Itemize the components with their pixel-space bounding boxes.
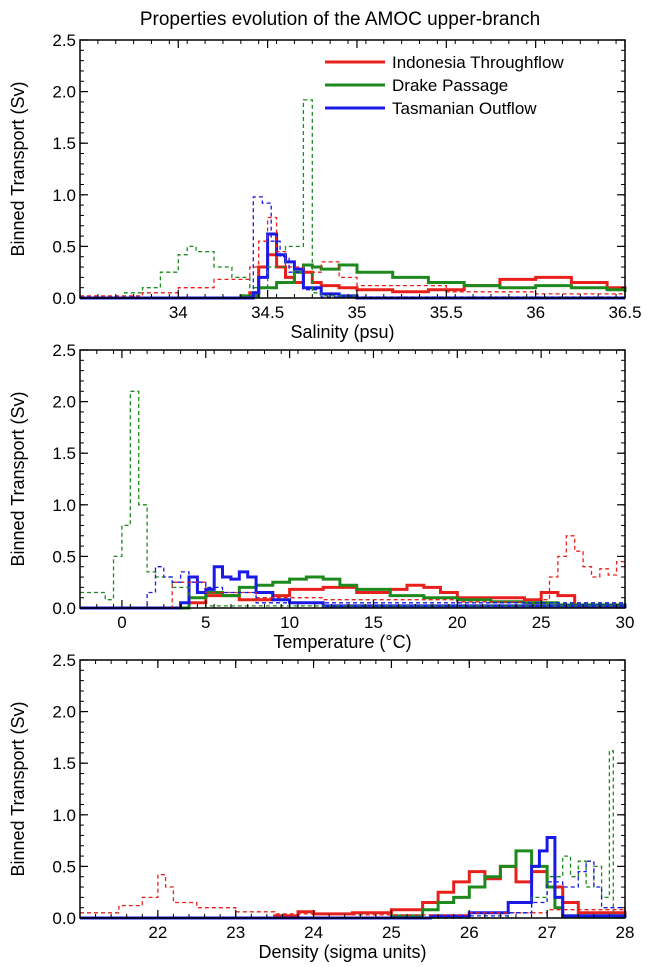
legend: Indonesia Throughflow Drake Passage Tasman… <box>325 53 564 118</box>
density-xtick-label: 22 <box>148 923 167 942</box>
salinity-axes-frame <box>79 39 626 299</box>
temperature-xtick-label: 10 <box>280 613 299 632</box>
density-ytick-label: 1.0 <box>52 806 76 825</box>
temperature-xlabel: Temperature (°C) <box>273 632 411 652</box>
salinity-ytick-label: 2.0 <box>52 83 76 102</box>
temperature-ytick-label: 2.5 <box>52 341 76 360</box>
density-xtick-label: 26 <box>460 923 479 942</box>
density-xtick-label: 28 <box>616 923 635 942</box>
salinity-ytick-label: 2.5 <box>52 31 76 50</box>
density-ytick-label: 0.0 <box>52 909 76 928</box>
salinity-ytick-label: 0.0 <box>52 289 76 308</box>
temperature-axes-frame <box>79 349 626 609</box>
salinity-ytick-label: 0.5 <box>52 237 76 256</box>
temperature-xtick-label: 0 <box>117 613 126 632</box>
salinity-ylabel: Binned Transport (Sv) <box>8 81 28 256</box>
salinity-xtick-label: 35 <box>348 303 367 322</box>
salinity-panel: 34 34.5 35 35.5 36 36.5 0.0 0.5 1.0 1.5 2.0 2.5 Sali… <box>8 31 642 342</box>
density-series-drake-dashed <box>80 750 625 919</box>
salinity-xtick-label: 36 <box>526 303 545 322</box>
salinity-xtick-label: 35.5 <box>430 303 463 322</box>
figure-title: Properties evolution of the AMOC upper-b… <box>140 9 540 30</box>
temperature-xtick-label: 30 <box>616 613 635 632</box>
temperature-xtick-label: 25 <box>532 613 551 632</box>
salinity-series-tasmanian-dashed <box>80 196 626 299</box>
density-xlabel: Density (sigma units) <box>258 942 426 962</box>
temperature-series-indonesia-dashed <box>80 535 626 609</box>
temperature-ylabel: Binned Transport (Sv) <box>8 391 28 566</box>
density-xtick-label: 27 <box>538 923 557 942</box>
legend-label-drake: Drake Passage <box>392 76 508 95</box>
density-xtick-label: 23 <box>226 923 245 942</box>
density-ylabel: Binned Transport (Sv) <box>8 701 28 876</box>
salinity-xtick-label: 36.5 <box>608 303 641 322</box>
temperature-xtick-label: 5 <box>201 613 210 632</box>
salinity-series-tasmanian-solid <box>80 232 625 300</box>
density-series-tasmanian-dashed <box>80 860 626 919</box>
density-ytick-label: 2.5 <box>52 651 76 670</box>
density-axes-frame <box>79 659 626 919</box>
salinity-ytick-label: 1.5 <box>52 134 76 153</box>
density-xtick-label: 24 <box>304 923 323 942</box>
temperature-ytick-label: 0.5 <box>52 547 76 566</box>
temperature-xtick-label: 20 <box>448 613 467 632</box>
salinity-xtick-label: 34.5 <box>251 303 284 322</box>
temperature-ytick-label: 0.0 <box>52 599 76 618</box>
temperature-series-drake-dashed <box>80 390 626 608</box>
salinity-series-indonesia-solid <box>80 253 627 300</box>
salinity-xlabel: Salinity (psu) <box>290 322 394 342</box>
density-series-tasmanian-solid <box>80 836 627 920</box>
temperature-series-indonesia-solid <box>80 583 627 610</box>
legend-label-tasmanian: Tasmanian Outflow <box>392 99 537 118</box>
density-series-drake-solid <box>80 849 627 920</box>
salinity-series-indonesia-dashed <box>80 216 626 297</box>
density-panel: 22 23 24 25 26 27 28 0.0 0.5 1.0 1.5 2.0 2.5 Density … <box>8 651 634 962</box>
salinity-series-drake-dashed <box>80 99 625 299</box>
salinity-xtick-label: 34 <box>169 303 188 322</box>
legend-label-indonesia: Indonesia Throughflow <box>392 53 564 72</box>
salinity-ytick-label: 1.0 <box>52 186 76 205</box>
salinity-series-drake-solid <box>80 263 627 300</box>
temperature-ytick-label: 1.5 <box>52 444 76 463</box>
temperature-ytick-label: 1.0 <box>52 496 76 515</box>
density-xtick-label: 25 <box>382 923 401 942</box>
density-ytick-label: 0.5 <box>52 857 76 876</box>
density-ytick-label: 1.5 <box>52 754 76 773</box>
temperature-ytick-label: 2.0 <box>52 393 76 412</box>
density-ytick-label: 2.0 <box>52 703 76 722</box>
temperature-panel: 0 5 10 15 20 25 30 0.0 0.5 1.0 1.5 2.0 2.5 Temperatur… <box>8 341 634 652</box>
temperature-series-tasmanian-dashed <box>80 566 626 609</box>
temperature-xtick-label: 15 <box>364 613 383 632</box>
